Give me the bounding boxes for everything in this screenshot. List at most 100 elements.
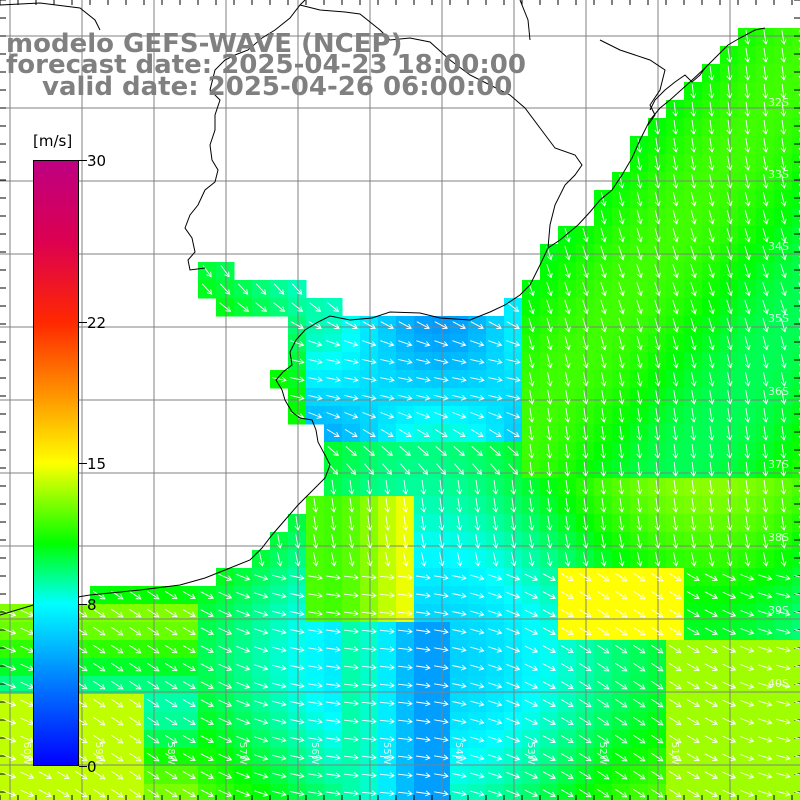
wind-arrow (164, 752, 178, 762)
longitude-label: 53W (525, 742, 536, 765)
wind-arrow (236, 609, 251, 617)
wind-arrow (560, 789, 574, 798)
wind-arrow (708, 120, 715, 135)
wind-arrow (618, 444, 625, 459)
wind-arrow (690, 120, 697, 135)
wind-arrow (672, 390, 679, 405)
wind-arrow (164, 680, 178, 690)
wind-speed-cell (72, 784, 91, 800)
wind-arrow (488, 754, 503, 761)
wind-arrow (672, 462, 679, 477)
wind-arrow (780, 354, 787, 369)
wind-arrow (780, 462, 787, 477)
wind-arrow (273, 283, 285, 295)
wind-arrow (182, 663, 196, 672)
wind-arrow (564, 282, 571, 297)
wind-arrow (582, 534, 589, 549)
wind-arrow (164, 644, 178, 654)
wind-arrow (636, 156, 643, 171)
wind-arrow (452, 358, 467, 365)
wind-arrow (564, 498, 571, 513)
wind-speed-cell (360, 784, 379, 800)
wind-arrow (654, 174, 661, 189)
wind-arrow (92, 716, 106, 726)
wind-arrow (690, 300, 697, 315)
wind-arrow (726, 372, 733, 387)
wind-arrow (492, 552, 499, 567)
wind-speed-cell (792, 118, 800, 137)
wind-arrow (672, 426, 679, 441)
wind-arrow (379, 772, 395, 779)
wind-arrow (672, 498, 679, 513)
wind-arrow (762, 30, 769, 45)
wind-arrow (506, 609, 521, 617)
wind-arrow (708, 354, 715, 369)
wind-arrow (564, 516, 571, 531)
wind-arrow (343, 790, 359, 797)
wind-arrow (362, 412, 377, 419)
wind-arrow (379, 718, 395, 725)
wind-speed-cell (792, 496, 800, 515)
wind-arrow (507, 302, 520, 312)
wind-arrow (290, 682, 305, 689)
wind-arrow (490, 463, 501, 475)
wind-arrow (361, 592, 377, 599)
wind-arrow (708, 534, 715, 549)
wind-arrow (182, 789, 196, 798)
wind-arrow (506, 699, 521, 707)
wind-arrow (758, 772, 773, 779)
colorbar-unit: [m/s] (33, 132, 73, 150)
wind-arrow (452, 592, 467, 599)
wind-arrow (776, 736, 791, 743)
wind-arrow (542, 771, 556, 779)
wind-arrow (290, 574, 305, 581)
wind-arrow (654, 552, 661, 567)
wind-arrow (780, 336, 787, 351)
wind-arrow (704, 591, 718, 599)
wind-arrow (326, 592, 341, 599)
wind-arrow (636, 336, 643, 351)
wind-arrow (92, 752, 106, 762)
wind-arrow (726, 390, 733, 405)
wind-arrow (686, 753, 700, 762)
wind-arrow (506, 591, 521, 599)
wind-arrow (528, 300, 535, 315)
wind-arrow (632, 590, 646, 600)
wind-speed-cell (792, 154, 800, 173)
wind-arrow (420, 552, 427, 567)
wind-arrow (762, 84, 769, 99)
wind-arrow (632, 698, 646, 708)
wind-arrow (726, 444, 733, 459)
wind-arrow (542, 699, 556, 707)
wind-arrow (508, 463, 519, 475)
wind-arrow (726, 120, 733, 135)
wind-arrow (470, 790, 485, 797)
wind-arrow (560, 591, 574, 600)
wind-arrow (524, 789, 539, 797)
wind-arrow (379, 610, 395, 617)
wind-arrow (632, 788, 646, 798)
wind-arrow (470, 340, 485, 347)
wind-arrow (397, 754, 413, 761)
wind-arrow (708, 156, 715, 171)
wind-arrow (345, 446, 357, 457)
longitude-label: 57W (237, 742, 248, 765)
wind-arrow (780, 66, 787, 81)
wind-arrow (600, 228, 607, 243)
wind-arrow (470, 610, 485, 617)
wind-arrow (384, 480, 391, 495)
wind-arrow (704, 681, 718, 689)
wind-arrow (92, 662, 106, 672)
wind-arrow (218, 591, 233, 599)
wind-arrow (326, 610, 341, 617)
wind-arrow (506, 340, 521, 347)
wind-arrow (128, 644, 142, 654)
wind-arrow (780, 498, 787, 513)
wind-arrow (348, 480, 355, 495)
wind-arrow (294, 534, 301, 549)
wind-arrow (200, 663, 214, 671)
wind-speed-cell (792, 640, 800, 659)
wind-arrow (528, 552, 535, 567)
wind-arrow (578, 770, 592, 780)
wind-arrow (578, 626, 592, 636)
